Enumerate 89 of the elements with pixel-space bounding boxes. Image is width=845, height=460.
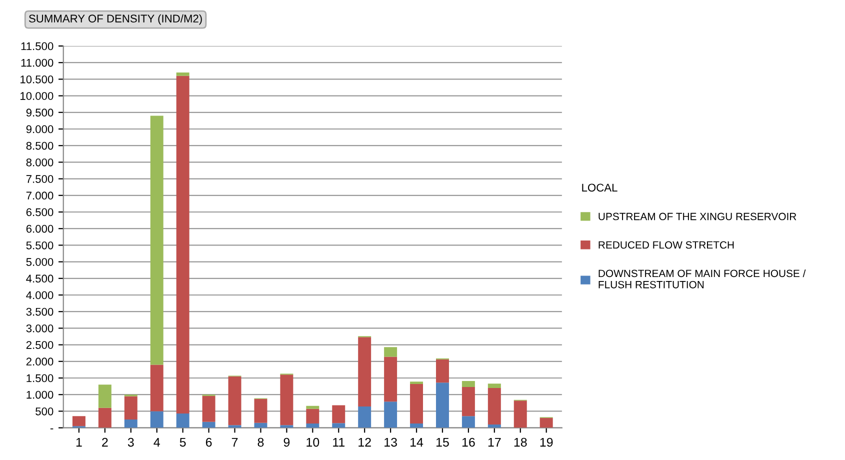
bar <box>384 347 398 357</box>
y-tick-label: 9.000 <box>26 125 54 134</box>
bar <box>150 364 164 412</box>
bar <box>176 414 190 428</box>
y-tick-label: 8.500 <box>26 142 54 150</box>
x-tick-label: 5 <box>180 438 186 447</box>
bar <box>462 380 475 387</box>
y-tick-label: 7.500 <box>26 175 54 183</box>
y-tick-label: 3.500 <box>26 308 54 316</box>
bar <box>410 423 424 428</box>
y-tick-label: 9.500 <box>26 108 54 117</box>
x-tick-label: 12 <box>358 438 371 447</box>
y-tick-label: 10.500 <box>20 75 54 84</box>
bar <box>150 411 164 428</box>
x-tick-label: 6 <box>206 438 212 447</box>
y-tick-label: 2.000 <box>26 358 54 366</box>
bar <box>202 422 216 428</box>
x-tick-label: 4 <box>154 438 160 447</box>
y-tick-label: 10.000 <box>20 92 54 100</box>
x-tick-label: 11 <box>333 438 344 447</box>
bar <box>124 396 138 420</box>
bar <box>98 384 112 408</box>
x-tick-label: 8 <box>258 438 264 447</box>
x-tick-label: 17 <box>488 438 501 447</box>
bar <box>358 406 372 428</box>
legend-title: LOCAL <box>582 184 618 192</box>
bar <box>488 424 501 428</box>
bar <box>280 425 294 428</box>
y-tick-label: 500 <box>36 407 54 416</box>
bar <box>540 418 553 428</box>
y-tick-label: 5.500 <box>26 241 54 250</box>
y-tick-label: 6.500 <box>26 208 54 216</box>
bar <box>280 374 294 426</box>
bar <box>254 422 268 428</box>
y-tick-label: 1.000 <box>26 390 54 399</box>
bar <box>254 398 268 423</box>
x-tick-label: 13 <box>384 438 397 447</box>
x-tick-label: 9 <box>284 438 290 447</box>
bar <box>384 356 398 402</box>
bar <box>332 423 346 428</box>
legend-label: REDUCED FLOW STRETCH <box>598 241 734 249</box>
bar <box>462 386 475 416</box>
bar <box>228 425 242 428</box>
y-tick-label: 4.000 <box>26 291 54 300</box>
y-tick-label: 8.000 <box>26 158 54 166</box>
y-tick-label: 5.000 <box>26 258 54 266</box>
x-tick-label: 15 <box>436 438 449 447</box>
legend-label: UPSTREAM OF THE XINGU RESERVOIR <box>598 212 796 220</box>
x-tick-label: 10 <box>306 438 320 447</box>
bar <box>488 388 501 424</box>
y-tick-label: 1.500 <box>26 374 54 382</box>
y-tick-label: 6.000 <box>26 224 54 233</box>
chart-title: SUMMARY OF DENSITY (IND/M2) <box>28 14 202 25</box>
bar <box>124 420 138 428</box>
bar <box>228 376 242 426</box>
bar <box>72 416 86 426</box>
bar <box>306 423 320 428</box>
y-tick-label: 11.500 <box>21 42 54 50</box>
y-tick-label: 11.000 <box>21 58 54 67</box>
bar <box>98 408 112 428</box>
bar <box>176 76 190 414</box>
x-tick-label: 16 <box>462 438 475 447</box>
x-tick-label: 2 <box>102 438 108 447</box>
x-tick-label: 14 <box>410 438 424 447</box>
bar <box>202 396 216 422</box>
bar <box>150 116 164 365</box>
bar <box>488 384 501 388</box>
bar <box>436 359 449 383</box>
bar <box>176 72 190 76</box>
bar <box>384 402 398 428</box>
bar <box>462 416 475 428</box>
x-tick-label: 7 <box>232 438 238 447</box>
y-tick-label: 2.500 <box>26 341 54 349</box>
x-tick-label: 18 <box>514 438 527 447</box>
x-tick-label: 19 <box>540 438 553 447</box>
legend-label: DOWNSTREAM OF MAIN FORCE HOUSE / FLUSH RESTITUTION <box>598 269 806 288</box>
y-tick-label: 7.000 <box>26 192 54 200</box>
bar <box>514 400 527 428</box>
bar <box>306 408 320 424</box>
bar <box>410 384 424 424</box>
bar <box>306 406 320 409</box>
x-tick-label: 1 <box>76 438 82 447</box>
y-tick-label: 3.000 <box>26 324 54 332</box>
bar <box>332 405 346 424</box>
y-tick-label: 4.500 <box>26 274 54 283</box>
bar <box>358 337 372 407</box>
y-tick-label: - <box>50 428 54 430</box>
bar <box>436 382 449 428</box>
x-tick-label: 3 <box>128 438 134 447</box>
